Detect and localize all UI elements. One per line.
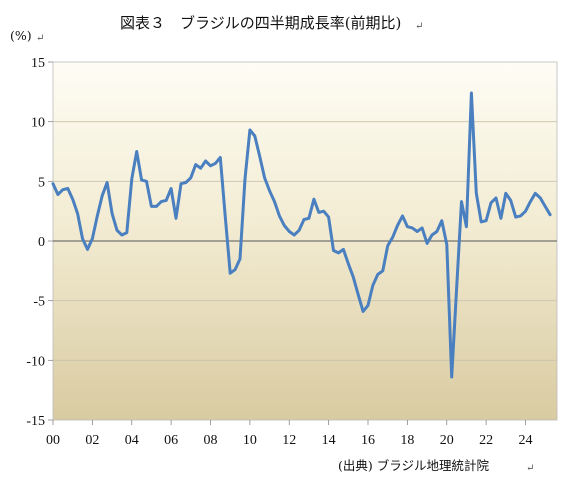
y-tick-label: 0	[38, 235, 45, 250]
x-tick-label: 10	[243, 433, 257, 448]
x-tick-label: 00	[46, 433, 60, 448]
chart-title: 図表３ ブラジルの四半期成長率(前期比)	[120, 14, 401, 32]
x-tick-label: 12	[282, 433, 296, 448]
y-tick-label: 15	[31, 56, 45, 71]
y-tick-label: -5	[33, 295, 45, 310]
x-tick-label: 08	[204, 433, 218, 448]
x-tick-label: 16	[361, 433, 375, 448]
title-return-mark: ↵	[415, 21, 423, 32]
x-tick-label: 24	[519, 433, 533, 448]
series-layer	[51, 91, 552, 379]
y-unit-label: (%)	[10, 28, 32, 43]
x-tick-label: 14	[322, 433, 336, 448]
y-tick-label: -10	[26, 354, 45, 369]
y-tick-label: 10	[31, 116, 45, 131]
y-axis-ticks: 15 10 5 0 -5 -10 -15	[26, 56, 53, 429]
x-tick-label: 18	[400, 433, 414, 448]
x-tick-label: 06	[164, 433, 178, 448]
unit-return-mark: ↵	[36, 33, 44, 44]
x-tick-label: 20	[440, 433, 454, 448]
source-note: (出典) ブラジル地理統計院	[338, 458, 489, 473]
x-tick-label: 22	[479, 433, 493, 448]
y-tick-label: -15	[26, 414, 45, 429]
source-return-mark: ↵	[526, 463, 534, 474]
x-tick-label: 04	[125, 433, 139, 448]
series-line	[51, 91, 552, 379]
x-tick-label: 02	[85, 433, 99, 448]
x-axis-ticks: 00 02 04 06 08 10 12 14 16 18 20 22 24	[46, 420, 533, 448]
y-tick-label: 5	[38, 175, 45, 190]
